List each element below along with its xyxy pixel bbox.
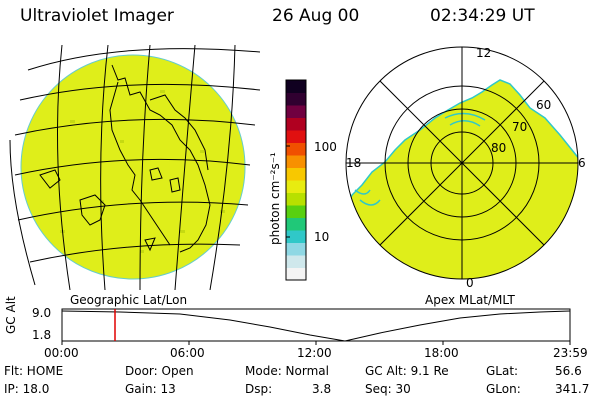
door-status: Door: Open (125, 364, 194, 378)
mode-status: Mode: Normal (245, 364, 329, 378)
colorbar-cell (286, 142, 306, 156)
colorbar-cell (286, 180, 306, 193)
flight-status: Flt: HOME (4, 364, 64, 378)
colorbar-cell (286, 267, 306, 281)
dsp-value: 3.8 (312, 382, 332, 396)
mlt-18-label: 18 (346, 156, 362, 170)
ip-status: IP: 18.0 (4, 382, 50, 396)
mlat-60-label: 60 (536, 98, 552, 112)
glon-value: 341.7 (555, 382, 590, 396)
geo-panel-label: Geographic Lat/Lon (70, 293, 188, 307)
glat-value: 56.6 (555, 364, 582, 378)
x-tick-label: 18:00 (424, 346, 459, 360)
colorbar-cell (286, 105, 306, 118)
glat-label: GLat: (486, 364, 519, 378)
altitude-axis-title: GC Alt (4, 296, 18, 334)
x-tick-label: 23:59 (553, 346, 588, 360)
colorbar-tick-100: 100 (314, 140, 337, 154)
x-tick-label: 06:00 (170, 346, 205, 360)
colorbar-cell (286, 155, 306, 168)
date-label: 26 Aug 00 (272, 6, 360, 26)
mlat-70-label: 70 (512, 120, 528, 134)
x-tick-label: 12:00 (297, 346, 332, 360)
sequence-status: Seq: 30 (365, 382, 411, 396)
colorbar-cell (286, 217, 306, 231)
instrument-title: Ultraviolet Imager (20, 6, 174, 26)
mlat-80-label: 80 (491, 141, 507, 155)
altitude-curve (61, 310, 571, 342)
colorbar-cell (286, 92, 306, 106)
polar-panel-label: Apex MLat/MLT (425, 293, 515, 307)
colorbar-cell (286, 242, 306, 256)
colorbar-tick-10: 10 (314, 230, 330, 244)
colorbar-cell (286, 117, 306, 131)
gc-altitude-status: GC Alt: 9.1 Re (365, 364, 449, 378)
colorbar-cell (286, 230, 306, 243)
mlt-6-label: 6 (578, 156, 586, 170)
dsp-label: Dsp: (245, 382, 273, 396)
gain-status: Gain: 13 (125, 382, 176, 396)
altitude-y-low: 1.8 (32, 328, 52, 342)
time-label: 02:34:29 UT (430, 6, 535, 26)
x-tick-label: 00:00 (44, 346, 79, 360)
colorbar-cell (286, 130, 306, 143)
mlt-12-label: 12 (476, 46, 492, 60)
glon-label: GLon: (486, 382, 521, 396)
colorbar-cell (286, 205, 306, 218)
colorbar-cell (286, 192, 306, 206)
altitude-y-high: 9.0 (32, 306, 52, 320)
colorbar-cell (286, 167, 306, 181)
mlt-0-label: 0 (466, 276, 474, 290)
colorbar-cell (286, 255, 306, 268)
colorbar-cell (286, 80, 306, 93)
